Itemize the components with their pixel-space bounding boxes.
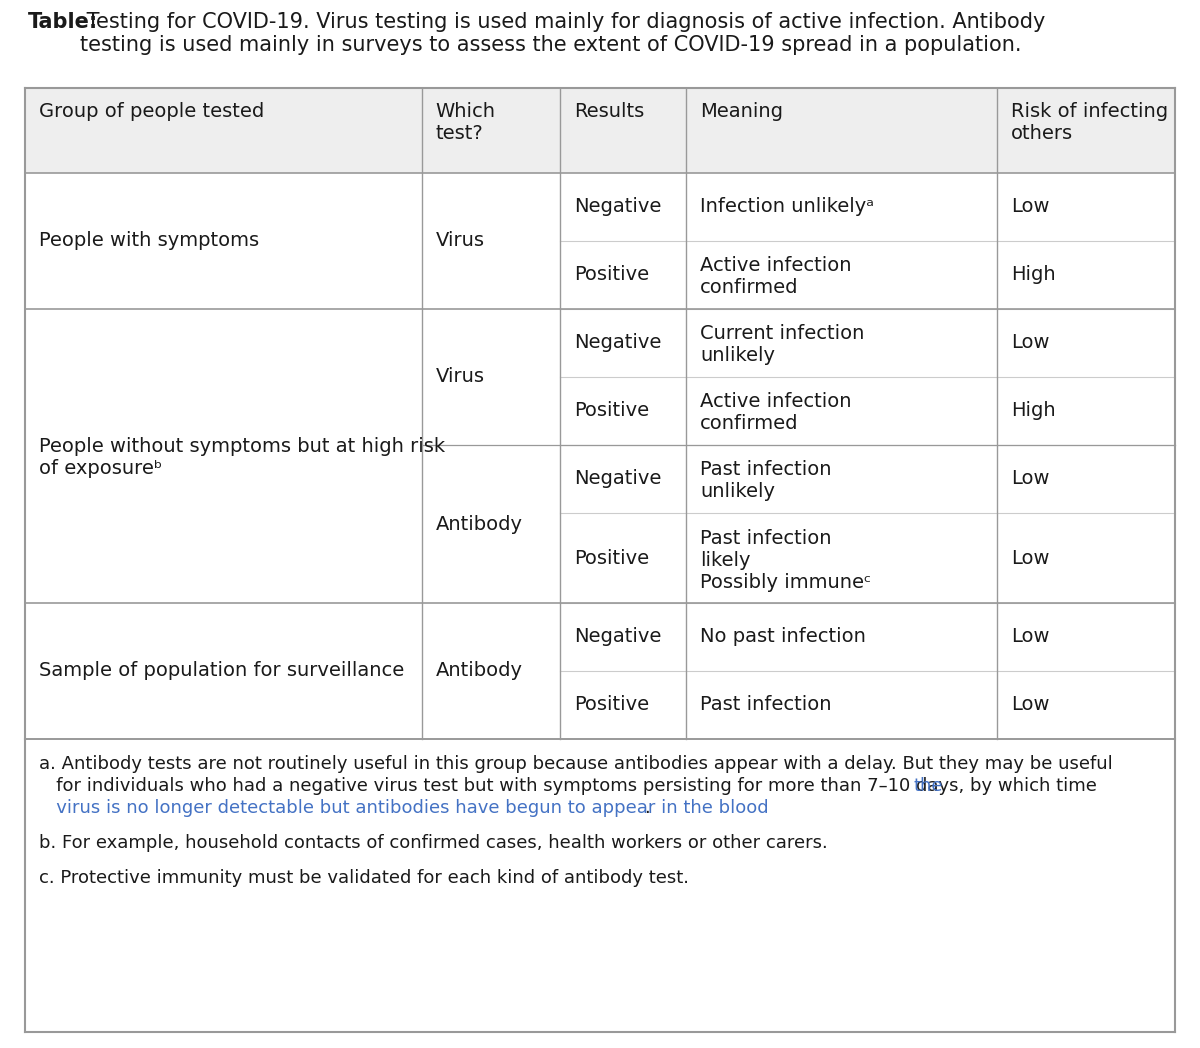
- Text: c. Protective immunity must be validated for each kind of antibody test.: c. Protective immunity must be validated…: [38, 870, 689, 888]
- Text: Past infection
unlikely: Past infection unlikely: [701, 460, 832, 501]
- Text: People with symptoms: People with symptoms: [38, 232, 259, 250]
- Text: Positive: Positive: [574, 265, 649, 284]
- Text: virus is no longer detectable but antibodies have begun to appear in the blood: virus is no longer detectable but antibo…: [38, 799, 769, 817]
- Text: Infection unlikelyᵃ: Infection unlikelyᵃ: [701, 197, 875, 217]
- Text: for individuals who had a negative virus test but with symptoms persisting for m: for individuals who had a negative virus…: [38, 777, 1103, 795]
- Text: Virus: Virus: [436, 368, 485, 387]
- Bar: [25, 173, 1175, 309]
- Text: a. Antibody tests are not routinely useful in this group because antibodies appe: a. Antibody tests are not routinely usef…: [38, 755, 1112, 773]
- Text: Low: Low: [1010, 197, 1049, 217]
- Text: People without symptoms but at high risk
of exposureᵇ: People without symptoms but at high risk…: [38, 437, 445, 478]
- Text: Active infection
confirmed: Active infection confirmed: [701, 256, 852, 297]
- Text: Antibody: Antibody: [436, 661, 523, 680]
- Text: .: .: [644, 799, 650, 817]
- Bar: [25, 88, 1175, 173]
- Text: Current infection
unlikely: Current infection unlikely: [701, 324, 865, 365]
- Text: Virus: Virus: [436, 232, 485, 250]
- Text: b. For example, household contacts of confirmed cases, health workers or other c: b. For example, household contacts of co…: [38, 834, 828, 852]
- Text: Low: Low: [1010, 333, 1049, 352]
- Text: Positive: Positive: [574, 548, 649, 568]
- Text: Which
test?: Which test?: [436, 102, 496, 143]
- Bar: [25, 309, 1175, 603]
- Text: Past infection: Past infection: [701, 696, 832, 715]
- Text: Group of people tested: Group of people tested: [38, 102, 264, 121]
- Text: Low: Low: [1010, 548, 1049, 568]
- Text: High: High: [1010, 401, 1055, 420]
- Text: Negative: Negative: [574, 197, 661, 217]
- Text: Negative: Negative: [574, 470, 661, 488]
- Text: Sample of population for surveillance: Sample of population for surveillance: [38, 661, 404, 680]
- Text: Low: Low: [1010, 628, 1049, 647]
- Text: Table:: Table:: [28, 12, 98, 32]
- Text: Positive: Positive: [574, 696, 649, 715]
- Text: Meaning: Meaning: [701, 102, 784, 121]
- Bar: [25, 603, 1175, 739]
- Text: Low: Low: [1010, 470, 1049, 488]
- Text: Negative: Negative: [574, 628, 661, 647]
- Text: Testing for COVID-19. Virus testing is used mainly for diagnosis of active infec: Testing for COVID-19. Virus testing is u…: [80, 12, 1045, 56]
- Text: Positive: Positive: [574, 401, 649, 420]
- Bar: [25, 739, 1175, 1032]
- Text: Low: Low: [1010, 696, 1049, 715]
- Text: Risk of infecting
others: Risk of infecting others: [1010, 102, 1168, 143]
- Text: Negative: Negative: [574, 333, 661, 352]
- Text: No past infection: No past infection: [701, 628, 866, 647]
- Text: the: the: [913, 777, 943, 795]
- Text: Results: Results: [574, 102, 644, 121]
- Text: Antibody: Antibody: [436, 515, 523, 533]
- Text: Active infection
confirmed: Active infection confirmed: [701, 392, 852, 433]
- Text: Past infection
likely
Possibly immuneᶜ: Past infection likely Possibly immuneᶜ: [701, 529, 871, 592]
- Text: High: High: [1010, 265, 1055, 284]
